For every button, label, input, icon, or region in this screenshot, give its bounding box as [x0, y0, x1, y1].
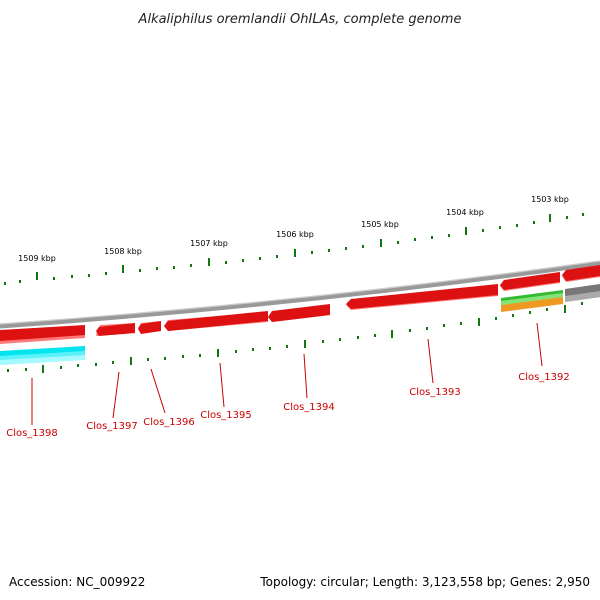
genome-backbone: [0, 260, 600, 329]
label-leader-line: [150, 368, 166, 414]
gene-label-clos-1395[interactable]: Clos_1395: [200, 410, 252, 421]
gene-label-clos-1392[interactable]: Clos_1392: [518, 372, 570, 383]
genome-summary-text: Topology: circular; Length: 3,123,558 bp…: [259, 575, 590, 589]
label-leader-line: [427, 338, 434, 384]
label-leader-line: [112, 371, 120, 419]
green-feature[interactable]: [501, 290, 563, 305]
inner-major-ticks: [42, 305, 566, 373]
gene-clos-1392-upstream-arrow[interactable]: [500, 272, 560, 291]
kbp-label: 1505 kbp: [361, 220, 399, 229]
outer-minor-ticks: [4, 213, 584, 285]
gene-clos-1395-arrow[interactable]: [164, 311, 268, 331]
label-leader-line: [303, 353, 308, 399]
gene-clos-1393-arrow[interactable]: [346, 284, 498, 310]
gene-offscreen-arrow[interactable]: [562, 265, 600, 282]
cyan-rna-feature[interactable]: [0, 346, 85, 365]
kbp-label: 1503 kbp: [531, 195, 569, 204]
gene-clos-1396-arrow[interactable]: [138, 321, 161, 334]
label-leader-line: [536, 322, 543, 367]
gene-label-clos-1394[interactable]: Clos_1394: [283, 402, 335, 413]
gene-clos-1397-arrow[interactable]: [96, 323, 135, 336]
gene-clos-1398-arrow[interactable]: [0, 325, 85, 344]
map-title: Alkaliphilus oremlandii OhILAs, complete…: [138, 12, 462, 27]
rna-feature-track: [0, 284, 600, 365]
kbp-label: 1507 kbp: [190, 239, 228, 248]
kbp-label: 1504 kbp: [446, 208, 484, 217]
outer-tick-track: 1509 kbp 1508 kbp 1507 kbp 1506 kbp 1505…: [4, 195, 584, 285]
kbp-label: 1506 kbp: [276, 230, 314, 239]
gene-label-clos-1397[interactable]: Clos_1397: [86, 421, 138, 432]
outer-major-ticks: [36, 214, 551, 280]
gene-label-clos-1393[interactable]: Clos_1393: [409, 387, 461, 398]
gene-label-clos-1398[interactable]: Clos_1398: [6, 428, 58, 439]
cds-track: [0, 265, 600, 344]
orange-feature[interactable]: [501, 297, 563, 312]
accession-text: Accession: NC_009922: [9, 575, 145, 589]
kbp-label: 1509 kbp: [18, 254, 56, 263]
inner-tick-track: [7, 302, 583, 373]
gene-label-clos-1396[interactable]: Clos_1396: [143, 417, 195, 428]
gray-feature[interactable]: [565, 284, 600, 302]
kbp-label: 1508 kbp: [104, 247, 142, 256]
gene-clos-1394-arrow[interactable]: [268, 304, 330, 322]
inner-minor-ticks: [7, 302, 583, 372]
label-leader-line: [219, 362, 225, 408]
gene-labels: Clos_1398 Clos_1397 Clos_1396 Clos_1395 …: [6, 322, 570, 439]
